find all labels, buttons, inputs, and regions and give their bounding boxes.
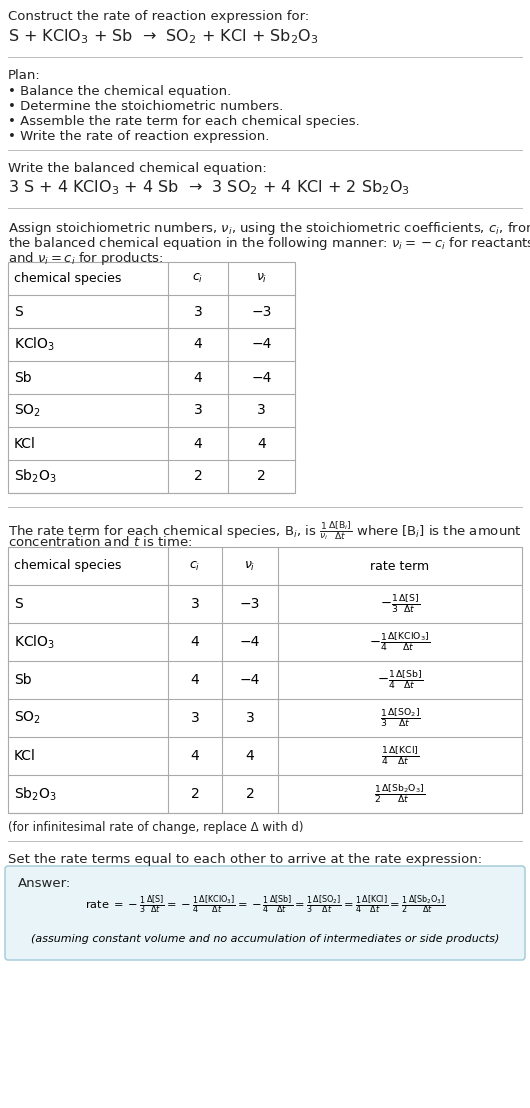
Text: The rate term for each chemical species, B$_i$, is $\frac{1}{\nu_i}\frac{\Delta[: The rate term for each chemical species,… xyxy=(8,519,522,542)
Text: $-\frac{1}{3}\frac{\Delta[\mathrm{S}]}{\Delta t}$: $-\frac{1}{3}\frac{\Delta[\mathrm{S}]}{\… xyxy=(380,593,420,615)
Text: 3: 3 xyxy=(245,711,254,725)
Text: KCl: KCl xyxy=(14,437,36,451)
Text: −3: −3 xyxy=(251,305,272,318)
Text: Sb$_2$O$_3$: Sb$_2$O$_3$ xyxy=(14,786,57,802)
Text: Assign stoichiometric numbers, $\nu_i$, using the stoichiometric coefficients, $: Assign stoichiometric numbers, $\nu_i$, … xyxy=(8,220,530,237)
Text: (for infinitesimal rate of change, replace Δ with d): (for infinitesimal rate of change, repla… xyxy=(8,821,304,834)
Text: 4: 4 xyxy=(245,749,254,763)
Text: 3: 3 xyxy=(191,711,199,725)
Bar xyxy=(8,261,295,493)
Text: $c_i$: $c_i$ xyxy=(189,560,201,573)
Text: −4: −4 xyxy=(240,635,260,649)
Text: −3: −3 xyxy=(240,597,260,611)
Text: S: S xyxy=(14,305,23,318)
Text: 2: 2 xyxy=(193,470,202,483)
Text: 4: 4 xyxy=(193,437,202,451)
Text: 4: 4 xyxy=(191,749,199,763)
Text: and $\nu_i = c_i$ for products:: and $\nu_i = c_i$ for products: xyxy=(8,250,164,267)
Text: rate term: rate term xyxy=(370,560,429,573)
Text: concentration and $t$ is time:: concentration and $t$ is time: xyxy=(8,535,192,548)
Text: Construct the rate of reaction expression for:: Construct the rate of reaction expressio… xyxy=(8,10,309,23)
Text: Sb: Sb xyxy=(14,673,32,687)
Text: 2: 2 xyxy=(191,787,199,801)
Bar xyxy=(8,547,522,813)
Text: $-\frac{1}{4}\frac{\Delta[\mathrm{Sb}]}{\Delta t}$: $-\frac{1}{4}\frac{\Delta[\mathrm{Sb}]}{… xyxy=(377,669,423,691)
Text: $-\frac{1}{4}\frac{\Delta[\mathrm{KClO_3}]}{\Delta t}$: $-\frac{1}{4}\frac{\Delta[\mathrm{KClO_3… xyxy=(369,630,430,654)
Text: 4: 4 xyxy=(193,370,202,384)
Text: 3 S + 4 KClO$_3$ + 4 Sb  →  3 SO$_2$ + 4 KCl + 2 Sb$_2$O$_3$: 3 S + 4 KClO$_3$ + 4 Sb → 3 SO$_2$ + 4 K… xyxy=(8,178,410,197)
Text: KClO$_3$: KClO$_3$ xyxy=(14,634,55,650)
Text: −4: −4 xyxy=(251,338,272,351)
Text: Plan:: Plan: xyxy=(8,69,41,82)
Text: KClO$_3$: KClO$_3$ xyxy=(14,336,55,353)
Text: KCl: KCl xyxy=(14,749,36,763)
Text: −4: −4 xyxy=(251,370,272,384)
Text: • Assemble the rate term for each chemical species.: • Assemble the rate term for each chemic… xyxy=(8,115,360,129)
Text: 3: 3 xyxy=(257,403,266,418)
Text: • Write the rate of reaction expression.: • Write the rate of reaction expression. xyxy=(8,130,269,143)
Text: S + KClO$_3$ + Sb  →  SO$_2$ + KCl + Sb$_2$O$_3$: S + KClO$_3$ + Sb → SO$_2$ + KCl + Sb$_2… xyxy=(8,27,319,45)
Text: 3: 3 xyxy=(193,403,202,418)
Text: 2: 2 xyxy=(257,470,266,483)
Text: SO$_2$: SO$_2$ xyxy=(14,402,41,419)
Text: $\frac{1}{2}\frac{\Delta[\mathrm{Sb_2O_3}]}{\Delta t}$: $\frac{1}{2}\frac{\Delta[\mathrm{Sb_2O_3… xyxy=(374,782,426,806)
Text: $c_i$: $c_i$ xyxy=(192,271,204,285)
Text: 4: 4 xyxy=(257,437,266,451)
Text: Write the balanced chemical equation:: Write the balanced chemical equation: xyxy=(8,162,267,175)
Text: 3: 3 xyxy=(191,597,199,611)
Text: 4: 4 xyxy=(193,338,202,351)
Text: Answer:: Answer: xyxy=(18,878,71,890)
Text: 4: 4 xyxy=(191,635,199,649)
Text: 3: 3 xyxy=(193,305,202,318)
Text: the balanced chemical equation in the following manner: $\nu_i = -c_i$ for react: the balanced chemical equation in the fo… xyxy=(8,235,530,252)
Text: Sb: Sb xyxy=(14,370,32,384)
Text: S: S xyxy=(14,597,23,611)
Text: 4: 4 xyxy=(191,673,199,687)
Text: • Determine the stoichiometric numbers.: • Determine the stoichiometric numbers. xyxy=(8,100,283,113)
Text: chemical species: chemical species xyxy=(14,271,121,285)
Text: • Balance the chemical equation.: • Balance the chemical equation. xyxy=(8,85,231,98)
Text: 2: 2 xyxy=(245,787,254,801)
FancyBboxPatch shape xyxy=(5,866,525,960)
Text: $\nu_i$: $\nu_i$ xyxy=(256,271,267,285)
Text: chemical species: chemical species xyxy=(14,560,121,573)
Text: (assuming constant volume and no accumulation of intermediates or side products): (assuming constant volume and no accumul… xyxy=(31,934,499,944)
Text: $\frac{1}{4}\frac{\Delta[\mathrm{KCl}]}{\Delta t}$: $\frac{1}{4}\frac{\Delta[\mathrm{KCl}]}{… xyxy=(381,745,419,767)
Text: rate $= -\frac{1}{3}\frac{\Delta[\mathrm{S}]}{\Delta t} = -\frac{1}{4}\frac{\Del: rate $= -\frac{1}{3}\frac{\Delta[\mathrm… xyxy=(85,893,445,916)
Text: $\nu_i$: $\nu_i$ xyxy=(244,560,255,573)
Text: Sb$_2$O$_3$: Sb$_2$O$_3$ xyxy=(14,468,57,485)
Text: −4: −4 xyxy=(240,673,260,687)
Text: SO$_2$: SO$_2$ xyxy=(14,710,41,726)
Text: Set the rate terms equal to each other to arrive at the rate expression:: Set the rate terms equal to each other t… xyxy=(8,853,482,866)
Text: $\frac{1}{3}\frac{\Delta[\mathrm{SO_2}]}{\Delta t}$: $\frac{1}{3}\frac{\Delta[\mathrm{SO_2}]}… xyxy=(379,707,420,729)
